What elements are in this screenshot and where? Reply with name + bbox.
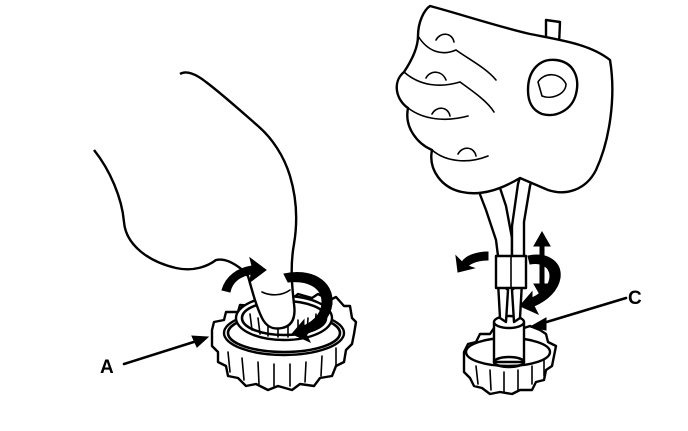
left-finger-crease [261,289,291,296]
gear-right-tooth-lines [475,359,545,393]
left-rotation-arrow-back [221,256,267,293]
leader-arrowhead-c [528,317,547,331]
leader-line-c [538,296,628,326]
finger-nails [425,33,477,157]
right-rotation-arrow-right [519,254,561,316]
shaft-body [492,320,526,364]
left-rotation-arrow-front [283,272,333,344]
shaft-collar-c [492,314,526,369]
left-hand-finger [93,71,298,330]
right-hand [395,4,614,195]
callout-label-c: C [628,288,642,309]
right-rotation-arrow-left [455,251,489,273]
right-scene [395,4,628,396]
thumb-nail [537,73,567,99]
left-scene [93,71,358,392]
callout-label-a: A [100,357,114,378]
gear-a-tooth-lines [227,347,337,387]
shaft-bottom [492,355,526,369]
leader-line-a [122,338,202,366]
leader-arrowhead-a [191,335,210,348]
right-hand-thumb [526,58,579,117]
right-hand-fingers [403,35,497,162]
